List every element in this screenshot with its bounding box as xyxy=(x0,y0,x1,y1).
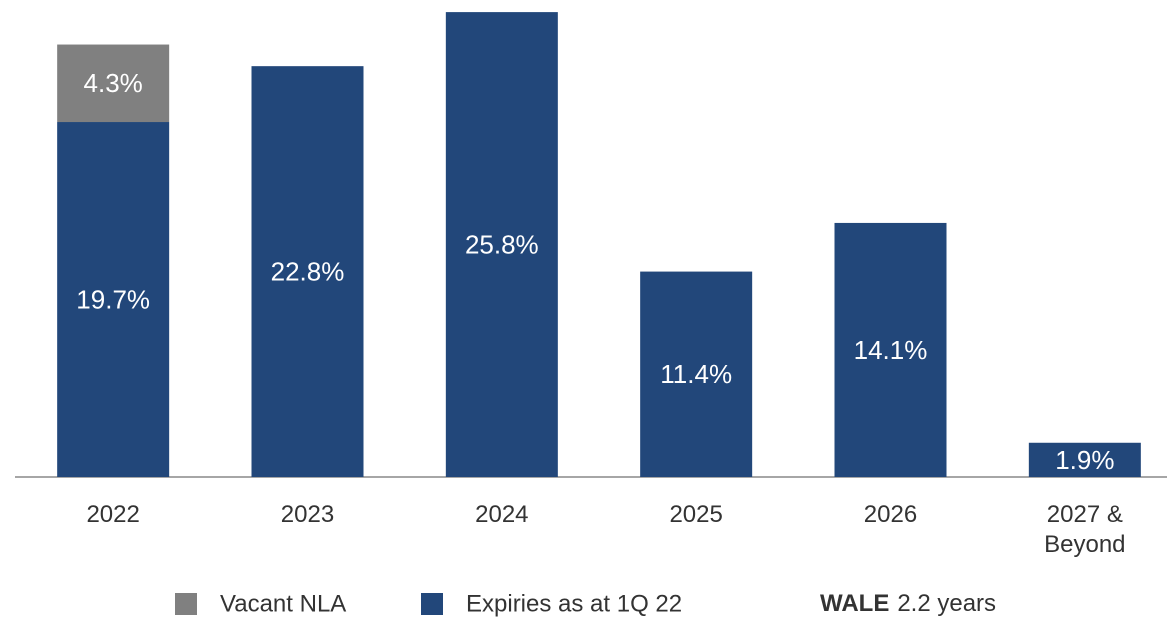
bar xyxy=(640,271,753,477)
legend-swatch xyxy=(175,593,197,615)
value-label: 4.3% xyxy=(84,68,143,98)
legend-swatch xyxy=(421,593,443,615)
annotation-text: 2.2 years xyxy=(897,590,996,617)
value-label: 11.4% xyxy=(660,359,732,389)
value-label: 1.9% xyxy=(1055,445,1114,475)
bar xyxy=(1028,442,1141,477)
x-tick-label: 2023 xyxy=(280,501,335,528)
x-tick-label: 2025 xyxy=(669,501,723,528)
bar xyxy=(57,122,170,478)
value-label: 25.8% xyxy=(465,229,539,259)
x-tick-label: 2024 xyxy=(475,501,529,528)
x-tick-label: 2022 xyxy=(86,501,140,528)
bar xyxy=(251,66,364,478)
x-tick-label: 2026 xyxy=(863,501,918,528)
bar xyxy=(834,222,947,477)
annotation-label: WALE xyxy=(820,590,889,617)
x-tick-label: 2027 & Beyond xyxy=(1044,501,1126,558)
value-label: 22.8% xyxy=(271,256,345,286)
annotation: WALE 2.2 years xyxy=(820,590,996,617)
bar xyxy=(445,12,558,477)
legend-label: Expiries as at 1Q 22 xyxy=(466,590,682,617)
legend-label: Vacant NLA xyxy=(220,590,346,617)
value-label: 14.1% xyxy=(854,335,928,365)
value-label: 19.7% xyxy=(76,284,150,314)
bar xyxy=(57,44,170,123)
